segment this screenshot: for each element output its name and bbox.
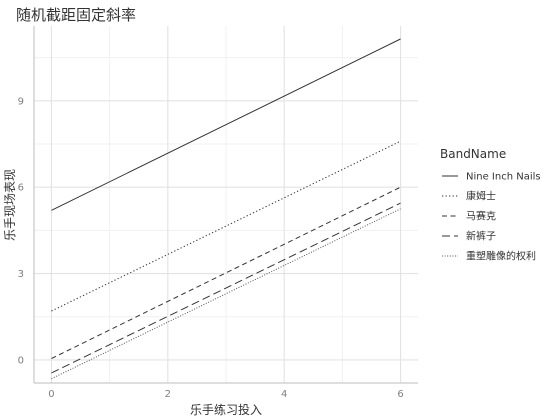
x-axis-title: 乐手练习投入 (190, 402, 262, 417)
series-lines (51, 38, 401, 380)
x-tick-label: 6 (397, 389, 403, 400)
series-line-4 (51, 202, 401, 374)
legend-label-2: 康姆士 (466, 190, 496, 203)
y-axis-title: 乐手现场表现 (3, 169, 17, 241)
legend-label-3: 马赛克 (466, 210, 496, 223)
axes (33, 26, 418, 384)
series-line-1 (51, 38, 401, 211)
legend-label-4: 新裤子 (466, 230, 496, 243)
y-tick-label: 9 (18, 96, 24, 107)
y-tick-label: 6 (18, 183, 24, 194)
series-line-3 (51, 186, 401, 359)
x-tick-label: 2 (165, 389, 171, 400)
legend-label-5: 重塑雕像的权利 (466, 250, 536, 263)
chart-title: 随机截距固定斜率 (16, 6, 136, 24)
legend-label-1: Nine Inch Nails (466, 172, 541, 183)
tick-labels: 0 2 4 6 0 3 6 9 (18, 96, 404, 400)
grid (34, 26, 418, 383)
x-tick-label: 4 (281, 389, 287, 400)
y-tick-label: 0 (18, 355, 24, 366)
y-tick-label: 3 (18, 269, 24, 280)
x-tick-label: 0 (48, 389, 54, 400)
legend-title: BandName (440, 147, 506, 161)
